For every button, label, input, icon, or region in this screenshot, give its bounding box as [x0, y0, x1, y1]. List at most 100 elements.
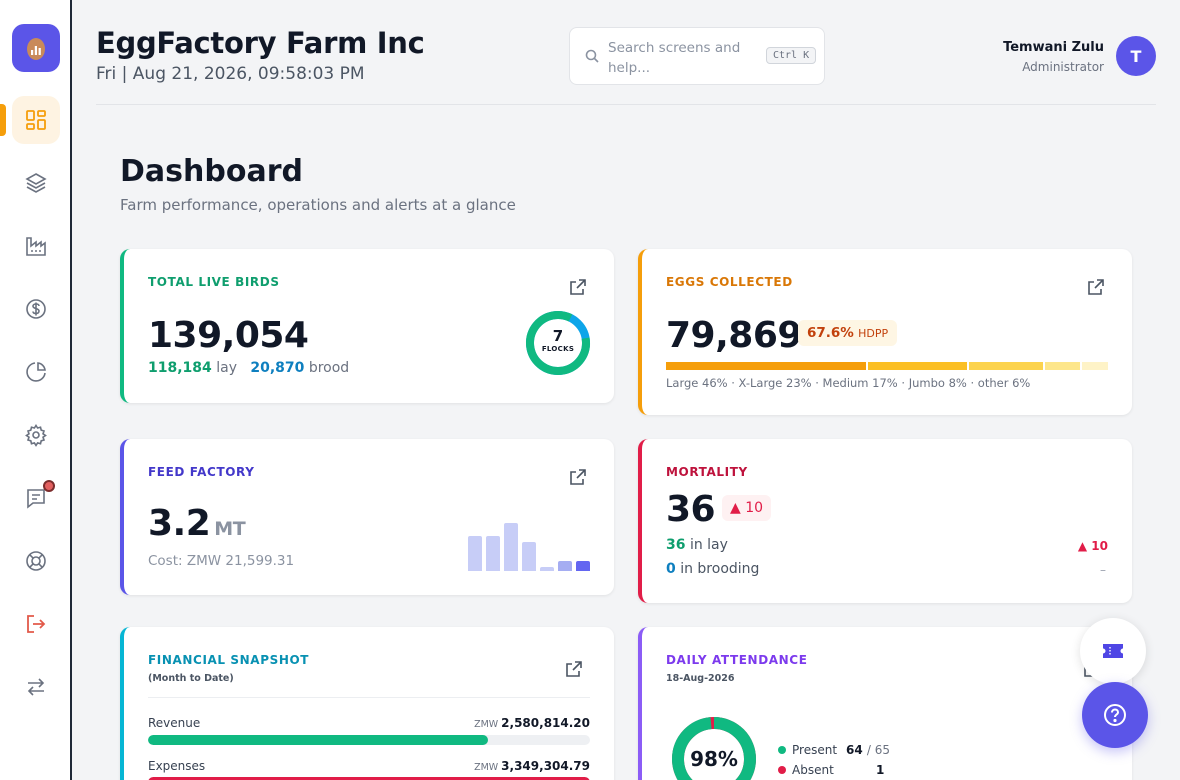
mortality-brood-row: 0 in brooding [666, 561, 759, 577]
feed-value: 3.2 [148, 503, 211, 544]
mortality-brood-label: in brooding [680, 561, 760, 577]
app-logo[interactable] [12, 24, 60, 72]
dollar-circle-icon [26, 299, 46, 319]
card-label: FEED FACTORY [148, 465, 255, 479]
feed-output: 3.2 MT [148, 503, 246, 544]
notification-dot [43, 480, 55, 492]
attendance-present-row: Present [778, 743, 837, 757]
lay-label: lay [216, 360, 237, 376]
sidebar-item-switch[interactable] [12, 663, 60, 711]
egg-segment-medium [969, 362, 1044, 370]
revenue-amount: 2,580,814.20 [501, 716, 590, 730]
revenue-value: ZMW 2,580,814.20 [474, 716, 590, 730]
brood-count: 20,870 [250, 360, 305, 376]
feed-mini-bar [558, 560, 572, 571]
hdpp-badge: 67.6% HDPP [798, 320, 898, 346]
sidebar [0, 0, 72, 780]
sidebar-item-finance[interactable] [12, 285, 60, 333]
external-link-icon[interactable] [568, 467, 588, 487]
egg-segment-x-large [867, 362, 968, 370]
expenses-amount: 3,349,304.79 [501, 759, 590, 773]
feed-mini-bar [504, 523, 518, 571]
card-total-live-birds: TOTAL LIVE BIRDS 139,054 118,184 lay 20,… [120, 249, 614, 403]
sidebar-item-support[interactable] [12, 537, 60, 585]
search-placeholder[interactable]: Search screens and help... [608, 40, 741, 76]
divider [148, 697, 590, 698]
flocks-donut [526, 311, 590, 375]
feed-mini-bar [468, 536, 482, 571]
present-dot [778, 746, 786, 754]
sidebar-item-feed-factory[interactable] [12, 222, 60, 270]
lifebuoy-icon [26, 551, 46, 571]
egg-segment-other [1081, 362, 1108, 370]
mortality-brood-value: 0 [666, 561, 676, 577]
absent-dot [778, 766, 786, 774]
card-label: DAILY ATTENDANCE [666, 653, 808, 667]
revenue-bar-track [148, 735, 590, 745]
search-icon [585, 49, 599, 63]
search-box[interactable]: Search screens and help... Ctrl K [569, 27, 825, 85]
user-role: Administrator [1022, 60, 1104, 74]
page-subtitle: Farm performance, operations and alerts … [120, 196, 516, 214]
feed-cost: Cost: ZMW 21,599.31 [148, 553, 295, 569]
external-link-icon[interactable] [564, 659, 584, 679]
brood-label: brood [308, 360, 350, 376]
layers-icon [25, 173, 47, 193]
help-fab-button[interactable] [1082, 682, 1148, 748]
card-mortality: MORTALITY 36 ▲ 10 36 in lay ▲ 10 0 in br… [638, 439, 1132, 603]
card-label: EGGS COLLECTED [666, 275, 793, 289]
logout-icon [27, 615, 46, 633]
attendance-date: 18-Aug-2026 [666, 673, 735, 684]
donut-segment [526, 311, 590, 375]
donut-segment [672, 717, 756, 780]
mortality-total: 36 [666, 489, 716, 530]
avatar[interactable]: T [1116, 36, 1156, 76]
mortality-delta-badge: ▲ 10 [722, 495, 772, 521]
mortality-brood-delta: – [1100, 563, 1106, 577]
feed-mini-bar [486, 536, 500, 571]
egg-size-legend: Large 46% · X-Large 23% · Medium 17% · J… [666, 376, 1031, 390]
mortality-lay-row: 36 in lay [666, 537, 728, 553]
gear-icon [25, 424, 47, 447]
mortality-lay-delta: ▲ 10 [1077, 539, 1108, 553]
ticket-fab-button[interactable] [1080, 618, 1146, 684]
sidebar-item-logout[interactable] [12, 600, 60, 648]
active-indicator [0, 104, 6, 136]
external-link-icon[interactable] [568, 277, 588, 297]
card-daily-attendance: DAILY ATTENDANCE 18-Aug-2026 98% Present… [638, 627, 1132, 780]
egg-segment-jumbo [1045, 362, 1080, 370]
present-label: Present [792, 743, 838, 757]
flocks-count: 7 [552, 327, 564, 345]
card-eggs-collected: EGGS COLLECTED 79,869 67.6% HDPP Large 4… [638, 249, 1132, 415]
sidebar-item-dashboard[interactable] [12, 96, 60, 144]
sidebar-item-reports[interactable] [12, 348, 60, 396]
card-sublabel: (Month to Date) [148, 673, 234, 684]
expenses-value: ZMW 3,349,304.79 [474, 759, 590, 773]
sidebar-item-messages[interactable] [12, 474, 60, 522]
attendance-percent: 98% [690, 747, 738, 771]
present-count: 64 [846, 743, 863, 757]
revenue-label: Revenue [148, 716, 201, 730]
card-financial-snapshot: FINANCIAL SNAPSHOT (Month to Date) Reven… [120, 627, 614, 780]
dashboard-grid-icon [26, 110, 46, 130]
external-link-icon[interactable] [1086, 277, 1106, 297]
switch-arrows-icon [27, 678, 45, 696]
lay-count: 118,184 [148, 360, 212, 376]
feed-unit: MT [214, 518, 246, 540]
absent-label: Absent [792, 763, 834, 777]
sidebar-item-settings[interactable] [12, 411, 60, 459]
attendance-absent-row: Absent [778, 763, 834, 777]
user-name: Temwani Zulu [1003, 40, 1104, 55]
hdpp-value: 67.6% [807, 325, 854, 341]
expenses-currency: ZMW [474, 762, 499, 773]
card-label: TOTAL LIVE BIRDS [148, 275, 280, 289]
top-header: EggFactory Farm Inc Fri | Aug 21, 2026, … [96, 0, 1156, 105]
live-birds-breakdown: 118,184 lay 20,870 brood [148, 360, 349, 376]
current-datetime: Fri | Aug 21, 2026, 09:58:03 PM [96, 64, 365, 84]
message-icon [27, 489, 45, 509]
sidebar-item-flocks[interactable] [12, 159, 60, 207]
egg-segment-large [666, 362, 866, 370]
attendance-donut [672, 717, 756, 780]
flocks-label: FLOCKS [541, 345, 575, 353]
expenses-label: Expenses [148, 759, 206, 773]
